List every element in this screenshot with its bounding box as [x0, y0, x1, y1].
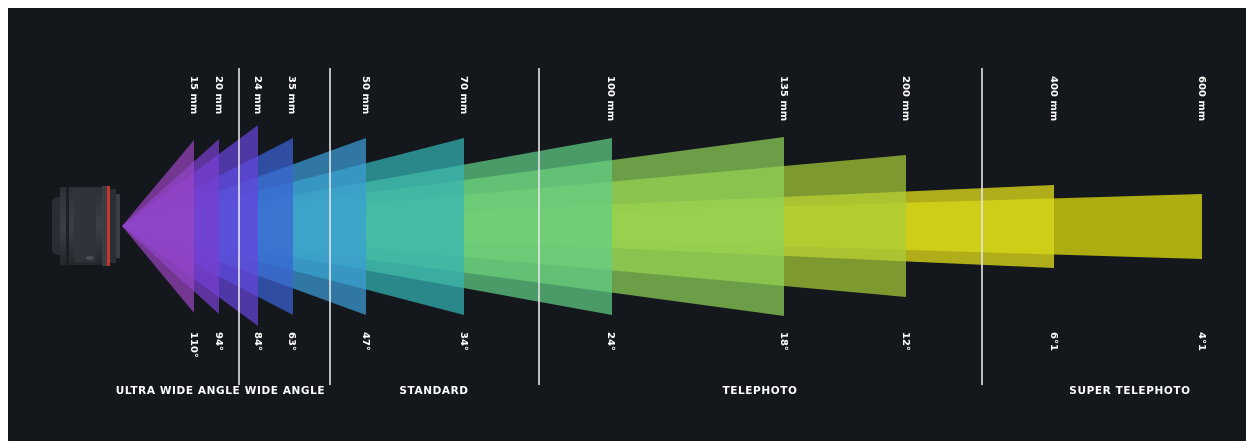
- focal-label-70mm: 70 mm: [458, 76, 469, 114]
- field-of-view-wedges: [122, 125, 1202, 326]
- focal-label-35mm: 35 mm: [286, 76, 297, 114]
- category-super-telephoto: SUPER TELEPHOTO: [1069, 385, 1190, 397]
- focal-label-20mm: 20 mm: [213, 76, 224, 114]
- angle-label-50mm: 47°: [360, 332, 371, 351]
- focal-label-200mm: 200 mm: [900, 76, 911, 121]
- angle-label-135mm: 18°: [778, 332, 789, 351]
- camera-lens-icon: [52, 186, 120, 266]
- angle-label-200mm: 12°: [900, 332, 911, 351]
- focal-label-400mm: 400 mm: [1048, 76, 1059, 121]
- category-dividers: [238, 68, 983, 385]
- angle-label-20mm: 94°: [213, 332, 224, 351]
- angle-label-15mm: 110°: [188, 332, 199, 358]
- focal-label-600mm: 600 mm: [1196, 76, 1207, 121]
- focal-length-labels: 15 mm 20 mm 24 mm 35 mm 50 mm 70 mm 100 …: [188, 76, 1207, 121]
- angle-label-24mm: 84°: [252, 332, 263, 351]
- focal-label-15mm: 15 mm: [188, 76, 199, 114]
- focal-label-100mm: 100 mm: [605, 76, 616, 121]
- category-wide-angle: WIDE ANGLE: [245, 385, 325, 397]
- focal-label-50mm: 50 mm: [360, 76, 371, 114]
- category-standard: STANDARD: [399, 385, 468, 397]
- angle-label-400mm: 6°1: [1048, 332, 1059, 351]
- focal-label-24mm: 24 mm: [252, 76, 263, 114]
- angle-label-70mm: 34°: [458, 332, 469, 351]
- focal-label-135mm: 135 mm: [778, 76, 789, 121]
- category-labels: ULTRA WIDE ANGLE WIDE ANGLE STANDARD TEL…: [116, 385, 1190, 397]
- angle-label-35mm: 63°: [286, 332, 297, 351]
- fov-wedge-15mm: [122, 140, 194, 313]
- angle-label-100mm: 24°: [605, 332, 616, 351]
- angle-of-view-labels: 110° 94° 84° 63° 47° 34° 24° 18° 12° 6°1…: [188, 332, 1207, 358]
- angle-label-600mm: 4°1: [1196, 332, 1207, 351]
- category-telephoto: TELEPHOTO: [722, 385, 797, 397]
- category-ultra-wide-angle: ULTRA WIDE ANGLE: [116, 385, 241, 397]
